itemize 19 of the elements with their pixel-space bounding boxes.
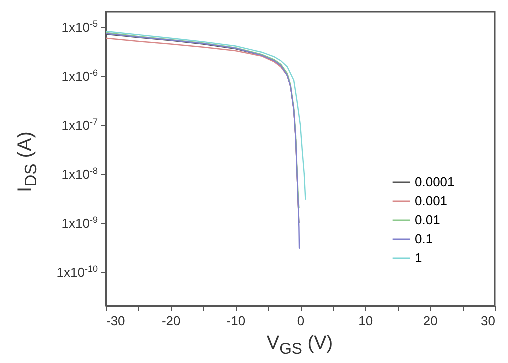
x-tick-label: -20 bbox=[162, 314, 181, 328]
y-tick-label: 1x10$^{-7}$ bbox=[62, 116, 98, 133]
x-axis-title: V$_{GS}$ (V) bbox=[266, 333, 334, 359]
legend-label: 0.001 bbox=[415, 194, 448, 208]
y-tick-label: 1x10$^{-8}$ bbox=[62, 166, 98, 182]
x-tick-label: 20 bbox=[423, 314, 438, 328]
x-tick-label: 30 bbox=[481, 314, 496, 328]
y-tick-label: 1x10$^{-5}$ bbox=[62, 18, 98, 35]
legend-label: 1 bbox=[415, 250, 422, 266]
legend-label: 0.01 bbox=[415, 212, 440, 228]
x-tick-label: -30 bbox=[106, 314, 126, 328]
x-tick-label: 0 bbox=[297, 314, 305, 328]
y-tick-label: 1x10$^{-6}$ bbox=[62, 68, 98, 84]
legend-label: 0.1 bbox=[415, 232, 434, 246]
y-tick-label: 1x10$^{-9}$ bbox=[62, 214, 98, 231]
x-tick-label: 10 bbox=[358, 314, 374, 328]
y-tick-label: 1x10$^{-10}$ bbox=[56, 264, 98, 280]
x-tick-label: -10 bbox=[226, 314, 246, 328]
legend-label: 0.0001 bbox=[415, 174, 455, 190]
